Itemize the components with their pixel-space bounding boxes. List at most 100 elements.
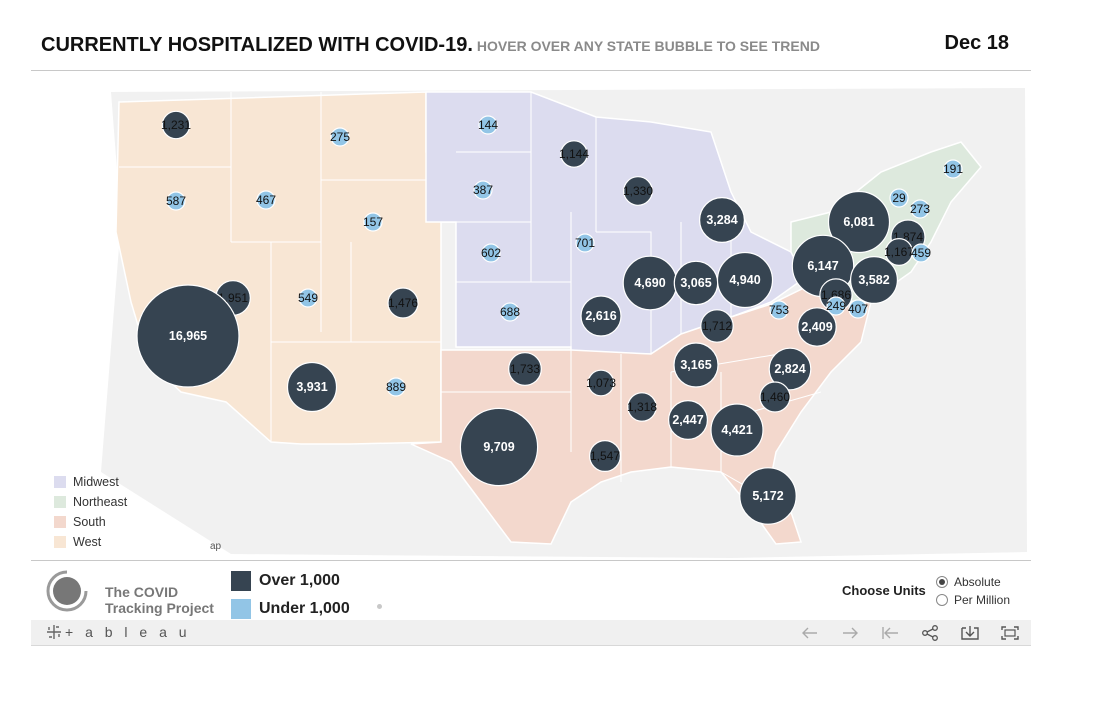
state-bubble[interactable]: 753 <box>769 300 789 320</box>
state-bubble[interactable]: 1,144 <box>559 140 589 168</box>
bubble-circle[interactable] <box>943 159 963 179</box>
state-bubble[interactable]: 387 <box>473 180 493 200</box>
bubble-circle[interactable] <box>849 256 898 305</box>
bubble-circle[interactable] <box>473 180 493 200</box>
bubble-circle[interactable] <box>256 190 276 210</box>
bubble-circle[interactable] <box>759 381 791 413</box>
state-bubble[interactable]: 2,824 <box>768 347 812 391</box>
bubble-circle[interactable] <box>588 440 621 473</box>
radio-button[interactable] <box>936 594 948 606</box>
state-bubble[interactable]: 6,081 <box>827 190 891 254</box>
state-bubble[interactable]: 4,940 <box>716 251 774 309</box>
state-bubble[interactable]: 467 <box>256 190 276 210</box>
bubble-circle[interactable] <box>768 347 812 391</box>
bubble-circle[interactable] <box>330 127 350 147</box>
redo-button[interactable] <box>839 622 861 643</box>
state-bubble[interactable]: 191 <box>943 159 963 179</box>
state-bubble[interactable]: 3,165 <box>673 342 719 388</box>
undo-button[interactable] <box>799 622 821 643</box>
state-bubble[interactable]: 5,172 <box>739 467 797 525</box>
bubble-circle[interactable] <box>797 307 837 347</box>
radio-absolute[interactable]: Absolute <box>936 573 1010 591</box>
state-bubble[interactable]: 29 <box>889 188 909 208</box>
state-bubble[interactable]: 273 <box>910 199 930 219</box>
bubble-circle[interactable] <box>508 352 542 386</box>
state-bubble[interactable]: 1,547 <box>588 440 621 473</box>
bubble-circle[interactable] <box>667 400 708 441</box>
bubble-circle[interactable] <box>500 302 520 322</box>
state-bubble[interactable]: 459 <box>911 243 931 263</box>
bubble-circle[interactable] <box>136 284 240 388</box>
state-bubble[interactable]: 275 <box>330 127 350 147</box>
bubble-circle[interactable] <box>848 299 868 319</box>
state-bubble[interactable]: 1,318 <box>627 392 657 422</box>
state-bubble[interactable]: 249 <box>826 296 846 316</box>
bubble-circle[interactable] <box>286 361 338 413</box>
state-bubble[interactable]: 1,712 <box>700 309 734 343</box>
state-bubble[interactable]: 549 <box>298 288 318 308</box>
bubble-circle[interactable] <box>769 300 789 320</box>
state-bubble[interactable]: 1,330 <box>623 176 653 206</box>
bubble-circle[interactable] <box>826 296 846 316</box>
bubble-circle[interactable] <box>560 140 588 168</box>
bubble-circle[interactable] <box>363 212 383 232</box>
bubble-circle[interactable] <box>166 191 186 211</box>
bubble-circle[interactable] <box>298 288 318 308</box>
state-bubble[interactable]: 2,409 <box>797 307 837 347</box>
state-bubble[interactable]: 16,965 <box>136 284 240 388</box>
state-bubble[interactable]: 3,065 <box>673 260 719 306</box>
download-button[interactable] <box>959 622 981 643</box>
bubble-circle[interactable] <box>710 403 764 457</box>
state-bubble[interactable]: 2,616 <box>580 295 622 337</box>
bubble-circle[interactable] <box>459 407 539 487</box>
share-button[interactable] <box>919 622 941 643</box>
state-bubble[interactable]: 889 <box>386 377 406 397</box>
state-bubble[interactable]: 4,690 <box>622 255 678 311</box>
state-bubble[interactable]: 4,421 <box>710 403 764 457</box>
bubble-circle[interactable] <box>827 190 891 254</box>
state-bubble[interactable]: 3,284 <box>698 196 745 243</box>
fullscreen-button[interactable] <box>999 622 1021 643</box>
state-bubble[interactable]: 3,931 <box>286 361 338 413</box>
state-bubble[interactable]: 701 <box>575 233 595 253</box>
bubble-circle[interactable] <box>739 467 797 525</box>
state-bubble[interactable]: 9,709 <box>459 407 539 487</box>
bubble-circle[interactable] <box>627 392 657 422</box>
bubble-circle[interactable] <box>386 377 406 397</box>
state-bubble[interactable]: 602 <box>481 243 501 263</box>
bubble-circle[interactable] <box>716 251 774 309</box>
state-bubble[interactable]: 2,447 <box>667 400 708 441</box>
bubble-circle[interactable] <box>587 369 615 397</box>
tableau-logo[interactable]: + a b l e a u <box>47 624 191 640</box>
bubble-circle[interactable] <box>478 115 498 135</box>
revert-button[interactable] <box>879 622 901 643</box>
bubble-circle[interactable] <box>387 287 419 319</box>
radio-per-million[interactable]: Per Million <box>936 591 1010 609</box>
bubble-circle[interactable] <box>623 176 653 206</box>
radio-button[interactable] <box>936 576 948 588</box>
bubble-circle[interactable] <box>910 199 930 219</box>
bubble-circle[interactable] <box>700 309 734 343</box>
bubble-circle[interactable] <box>161 110 191 140</box>
covid-tracking-logo[interactable]: The COVID Tracking Project <box>45 569 215 616</box>
bubble-circle[interactable] <box>481 243 501 263</box>
state-bubble[interactable]: 1,231 <box>161 110 191 140</box>
bubble-circle[interactable] <box>698 196 745 243</box>
bubble-circle[interactable] <box>575 233 595 253</box>
state-bubble[interactable]: 1,460 <box>759 381 791 413</box>
state-bubble[interactable]: 157 <box>363 212 383 232</box>
bubble-circle[interactable] <box>911 243 931 263</box>
state-bubble[interactable]: 1,073 <box>586 369 616 397</box>
bubble-label: 1,167 <box>884 245 914 259</box>
bubble-circle[interactable] <box>580 295 622 337</box>
state-bubble[interactable]: 1,733 <box>508 352 542 386</box>
map[interactable]: 1,231 275 144 1,144 587 467 387 1,330 191 157 3,28… <box>31 72 1031 560</box>
state-bubble[interactable]: 587 <box>166 191 186 211</box>
state-bubble[interactable]: 1,476 <box>387 287 419 319</box>
state-bubble[interactable]: 407 <box>848 299 868 319</box>
state-bubble[interactable]: 144 <box>478 115 498 135</box>
state-bubble[interactable]: 688 <box>500 302 520 322</box>
state-bubble[interactable]: 3,582 <box>849 256 898 305</box>
bubble-circle[interactable] <box>889 188 909 208</box>
bubble-circle[interactable] <box>673 342 719 388</box>
